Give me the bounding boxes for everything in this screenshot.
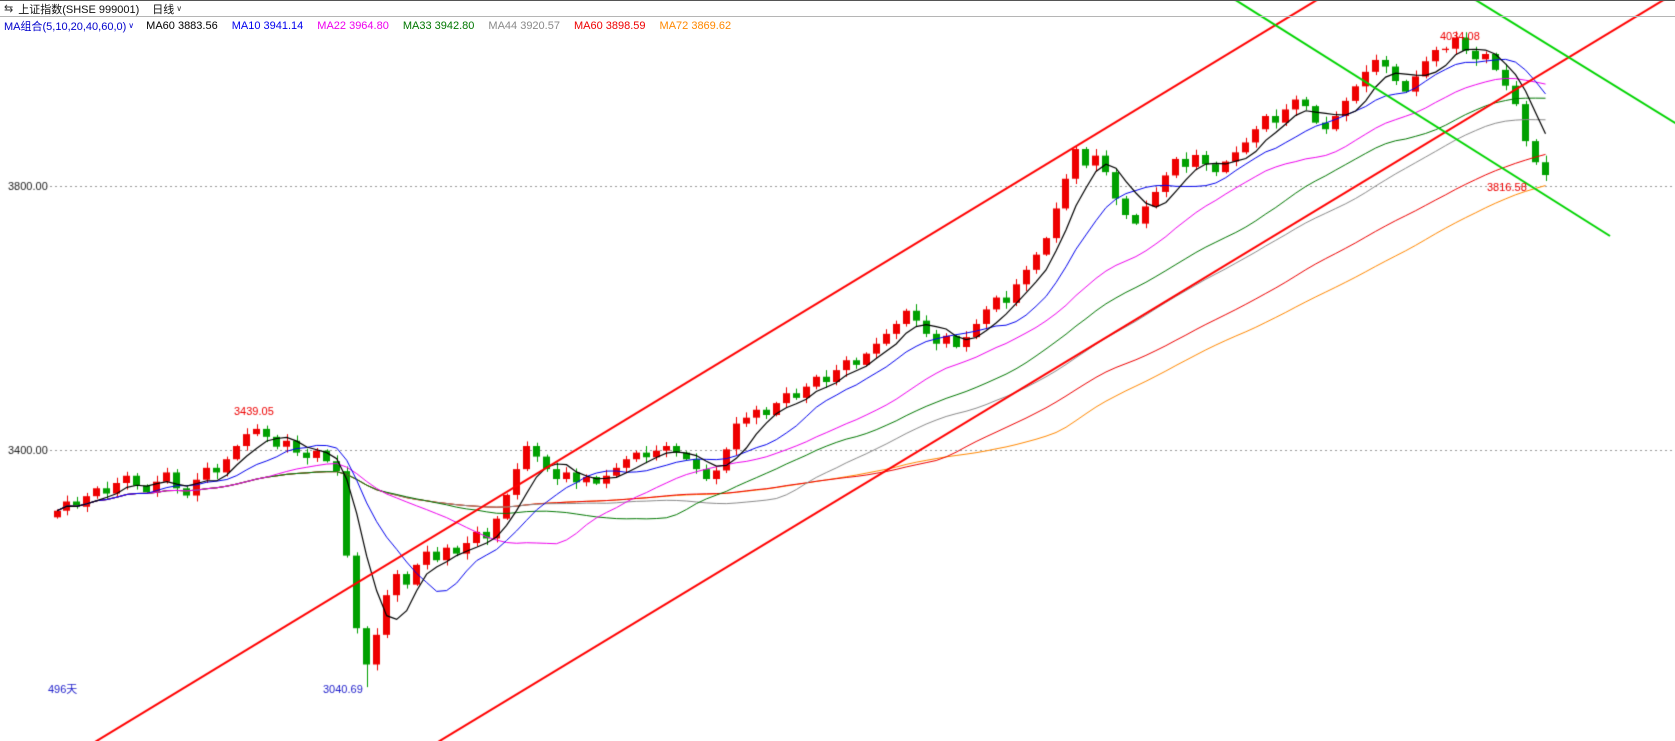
ma-value-label: MA22 3964.80: [317, 19, 389, 32]
ma-value-label: MA10 3941.14: [231, 19, 304, 32]
indicator-bar: MA组合(5,10,20,40,60,0) ∨ MA60 3883.56 MA10…: [4, 18, 731, 34]
ma-value-label: MA60 3898.59: [573, 19, 646, 32]
ma-group-label: MA组合(5,10,20,40,60,0): [4, 20, 127, 33]
ma-group-selector[interactable]: MA组合(5,10,20,40,60,0) ∨: [4, 18, 134, 34]
period-label: 日线: [152, 3, 175, 16]
ma-value-label: MA72 3869.62: [659, 19, 732, 32]
ma-value-label: MA44 3920.57: [488, 19, 560, 32]
ma-value-labels: MA60 3883.56 MA10 3941.14 MA22 3964.80 MA33…: [146, 20, 731, 32]
chevron-down-icon: ∨: [128, 20, 135, 30]
chevron-down-icon: ∨: [176, 3, 183, 13]
window-top-border: [0, 0, 1675, 1]
ma-value-label: MA33 3942.80: [402, 19, 475, 32]
window-switch-icon[interactable]: ⇆: [4, 3, 14, 15]
symbol-title[interactable]: 上证指数(SHSE 999001): [18, 3, 140, 16]
ma-value-label: MA60 3883.56: [146, 19, 218, 32]
period-selector[interactable]: 日线 ∨: [152, 1, 182, 17]
